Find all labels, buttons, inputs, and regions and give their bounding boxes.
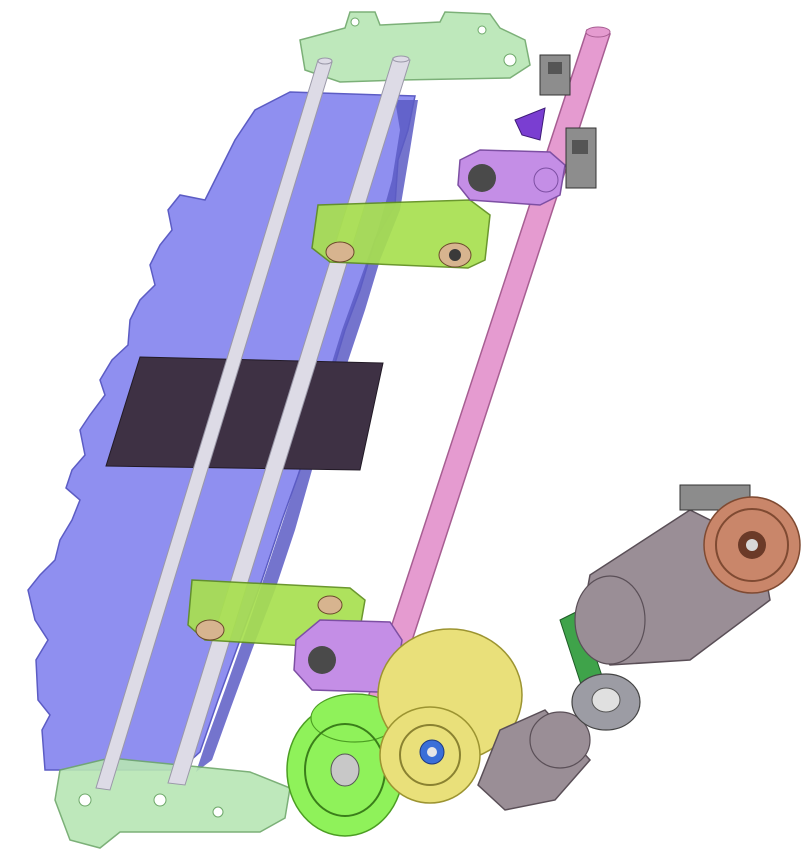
yellow-pulley [377,628,523,804]
end-plate-top [299,11,531,83]
green-link-arm [559,609,641,731]
film-band [105,356,384,471]
green-bracket-upper [311,199,491,269]
sensor-clip-lower [565,127,597,189]
bearing-block-lower [293,619,403,693]
small-motor [477,709,592,811]
green-pulley [286,693,404,837]
bearing-block-upper [457,149,566,206]
sensor-clip-upper [539,54,571,96]
drive-gear [703,496,801,594]
guide-rod-left [95,57,333,791]
purple-flag [514,107,546,141]
end-plate-bottom [54,757,291,849]
